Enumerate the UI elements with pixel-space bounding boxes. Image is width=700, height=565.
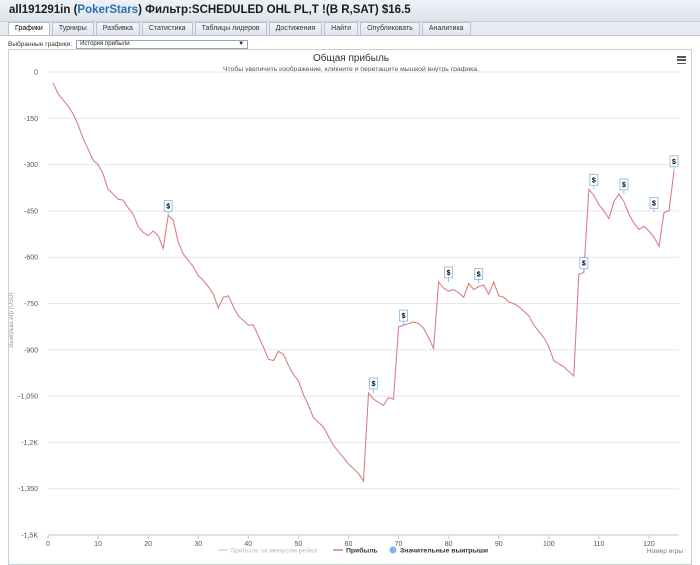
y-tick-label: -600: [24, 255, 38, 262]
tab-bar: Графики Турниры Разбивка Статистика Табл…: [8, 22, 471, 36]
title-prefix: all191291in (: [9, 4, 78, 16]
big-win-flag-label: $: [672, 159, 676, 166]
x-tick-label: 90: [495, 541, 503, 548]
tab-publish[interactable]: Опубликовать: [360, 22, 420, 35]
x-tick-label: 30: [194, 541, 202, 548]
legend-label-profit: Прибыль: [346, 547, 378, 555]
chart-select-dropdown[interactable]: История прибыли ▼: [76, 39, 249, 49]
window-title: all191291in (PokerStars) Фильтр:SCHEDULE…: [9, 4, 411, 16]
tab-graphs[interactable]: Графики: [8, 22, 50, 36]
y-tick-label: -1,5K: [21, 533, 38, 540]
y-tick-label: -900: [24, 347, 38, 354]
x-tick-label: 120: [643, 541, 655, 548]
x-tick-label: 50: [294, 541, 302, 548]
y-tick-label: -1,350: [18, 486, 38, 493]
big-win-flag[interactable]: $: [649, 197, 659, 213]
grid-lines: [48, 71, 679, 536]
chart-select-value: История прибыли: [80, 40, 130, 47]
big-win-flags: $ $ $ $ $ $ $ $ $ $: [163, 155, 679, 394]
legend-label-rake: Прибыль за минусом рейка: [230, 547, 317, 555]
hamburger-menu-icon[interactable]: [677, 56, 686, 65]
site-name[interactable]: PokerStars: [77, 4, 139, 16]
tab-statistics[interactable]: Статистика: [141, 22, 193, 35]
x-tick-label: 110: [593, 541, 604, 548]
chart-frame[interactable]: Общая прибыль Чтобы увеличить изображени…: [8, 49, 692, 565]
big-win-flag[interactable]: $: [474, 268, 484, 284]
y-tick-label: -450: [24, 208, 38, 215]
tab-analytics[interactable]: Аналитика: [421, 22, 471, 35]
big-win-flag-label: $: [372, 381, 376, 388]
big-win-flag[interactable]: $: [589, 173, 599, 190]
title-bar: all191291in (PokerStars) Фильтр:SCHEDULE…: [0, 0, 700, 22]
big-win-flag-label: $: [447, 270, 451, 277]
y-tick-label: -1,050: [18, 394, 38, 401]
y-tick-labels: 0 -150 -300 -450 -600 -750 -900 -1,050 -1,2K -1,3…: [18, 70, 38, 540]
big-win-flag[interactable]: $: [579, 257, 589, 273]
tab-breakdown[interactable]: Разбивка: [95, 22, 140, 35]
big-win-flag-label: $: [582, 261, 586, 268]
big-win-flag-label: $: [402, 313, 406, 320]
x-tick-label: 0: [46, 541, 50, 548]
big-win-flag-label: $: [166, 204, 170, 211]
x-tick-label: 20: [144, 541, 152, 548]
series-layer: [52, 82, 675, 483]
x-axis-label: Номер игры: [647, 548, 683, 555]
x-tick-labels: 0 10 20 30 40 50 60 70 80 90 100 110 120: [46, 535, 655, 548]
legend-item-big-wins[interactable]: Значительные выигрыши: [389, 546, 489, 555]
chevron-down-icon: ▼: [238, 40, 245, 47]
big-win-flag[interactable]: $: [163, 200, 173, 216]
big-win-flag-label: $: [622, 182, 626, 189]
x-tick-label: 100: [543, 541, 555, 548]
x-tick-label: 80: [445, 541, 453, 548]
chart-select-row: Выбранные графики: История прибыли ▼: [8, 39, 249, 49]
chart-select-label: Выбранные графики:: [8, 40, 73, 48]
legend-item-rake[interactable]: Прибыль за минусом рейка: [218, 547, 317, 555]
legend-item-profit[interactable]: Прибыль: [333, 547, 378, 555]
y-axis-label: Выигрыш игр (USD): [9, 292, 15, 347]
tab-achievements[interactable]: Достижения: [268, 22, 323, 35]
big-win-flag-label: $: [652, 200, 656, 207]
y-tick-label: -150: [24, 116, 38, 123]
y-tick-label: -1,2K: [21, 440, 38, 447]
y-tick-label: 0: [34, 70, 38, 77]
legend-marker-big-wins: [389, 546, 397, 554]
series-line-profit[interactable]: [52, 82, 675, 483]
x-tick-label: 70: [395, 541, 403, 548]
tab-leaderboards[interactable]: Таблицы лидеров: [194, 22, 267, 35]
big-win-flag[interactable]: $: [444, 266, 454, 282]
x-tick-label: 40: [244, 541, 252, 548]
x-tick-label: 10: [94, 541, 102, 548]
legend-label-big-wins: Значительные выигрыши: [400, 548, 488, 555]
tab-tournaments[interactable]: Турниры: [51, 22, 94, 35]
big-win-flag-label: $: [477, 271, 481, 278]
y-tick-label: -300: [24, 162, 38, 169]
big-win-flag[interactable]: $: [669, 155, 679, 171]
title-filter: ) Фильтр:SCHEDULED OHL PL,T !(B R,SAT) $…: [138, 4, 411, 16]
profit-chart[interactable]: 0 -150 -300 -450 -600 -750 -900 -1,050 -1,2K -1,3…: [9, 50, 691, 564]
big-win-flag-label: $: [592, 177, 596, 184]
tab-content: Выбранные графики: История прибыли ▼ Общ…: [0, 35, 700, 565]
big-win-flag[interactable]: $: [399, 309, 408, 326]
big-win-flag[interactable]: $: [619, 178, 629, 194]
legend: Прибыль за минусом рейка Прибыль Значите…: [218, 546, 489, 555]
big-win-flag[interactable]: $: [369, 377, 378, 394]
x-tick-label: 60: [345, 541, 353, 548]
y-tick-label: -750: [24, 301, 38, 308]
chart-subtitle: Чтобы увеличить изображение, кликните и …: [223, 66, 479, 73]
tab-find[interactable]: Найти: [324, 22, 359, 35]
chart-title: Общая прибыль: [312, 53, 389, 64]
